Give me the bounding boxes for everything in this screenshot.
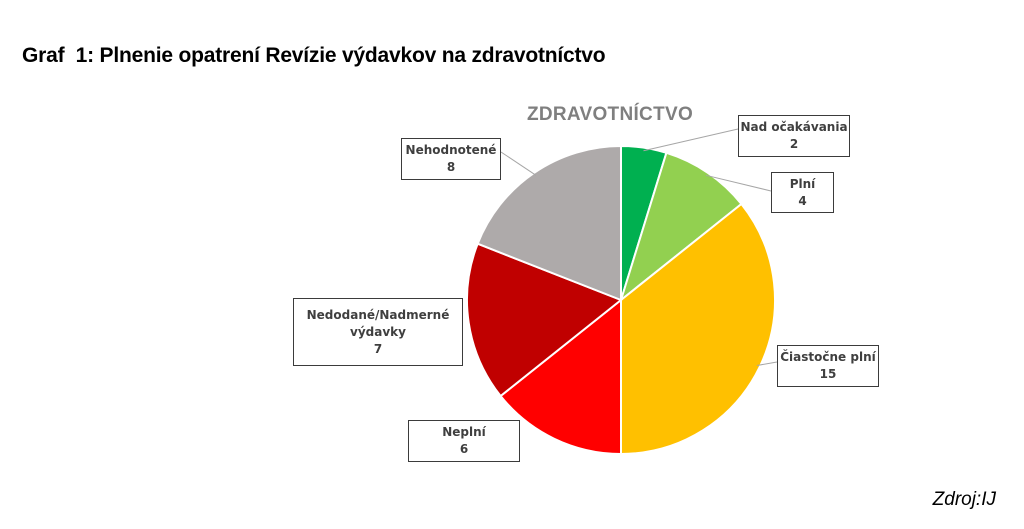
pie-slice-nehodnotene	[476, 144, 622, 302]
data-label-neplni: Neplní 6	[408, 420, 520, 462]
data-label-category: Nad očakávania	[740, 120, 848, 134]
data-label-category: Neplní	[442, 425, 486, 439]
data-label-category: Nehodnotené	[405, 143, 497, 157]
leader-line-nehodnotene	[500, 151, 537, 176]
leader-line-plni	[705, 174, 772, 192]
data-label-category: Nedodané/Nadmerné výdavky	[306, 307, 450, 339]
data-label-nad-ocakavania: Nad očakávania 2	[738, 115, 850, 157]
data-label-value: 6	[459, 442, 469, 456]
data-label-value: 15	[819, 367, 837, 381]
data-label-value: 4	[798, 193, 807, 208]
page-title: Graf 1: Plnenie opatrení Revízie výdavko…	[22, 44, 606, 67]
pie-slice-plni	[619, 151, 743, 303]
data-label-nedodane-nadmerne-vydavky: Nedodané/Nadmerné výdavky 7	[293, 298, 463, 366]
data-label-nehodnotene: Nehodnotené 8	[401, 138, 501, 180]
chart-title: ZDRAVOTNÍCTVO	[526, 104, 694, 125]
data-label-value: 7	[373, 341, 383, 356]
data-label-ciastocne-plni: Čiastočne plní 15	[777, 345, 879, 387]
leader-line-ciastocne-plni	[756, 361, 778, 366]
data-label-value: 8	[446, 160, 456, 174]
source-note: Zdroj:IJ	[932, 489, 996, 510]
pie-slice-neplni	[499, 297, 622, 456]
leader-line-nad-ocakavania	[643, 128, 739, 152]
data-label-value: 2	[789, 137, 799, 151]
data-label-category: Plní	[789, 176, 816, 191]
data-label-plni: Plní 4	[771, 172, 834, 213]
data-label-category: Čiastočne plní	[780, 350, 876, 364]
pie-slice-nedodane-nadmerne-vydavky	[466, 242, 623, 398]
pie-slice-ciastocne-plni	[620, 202, 776, 456]
